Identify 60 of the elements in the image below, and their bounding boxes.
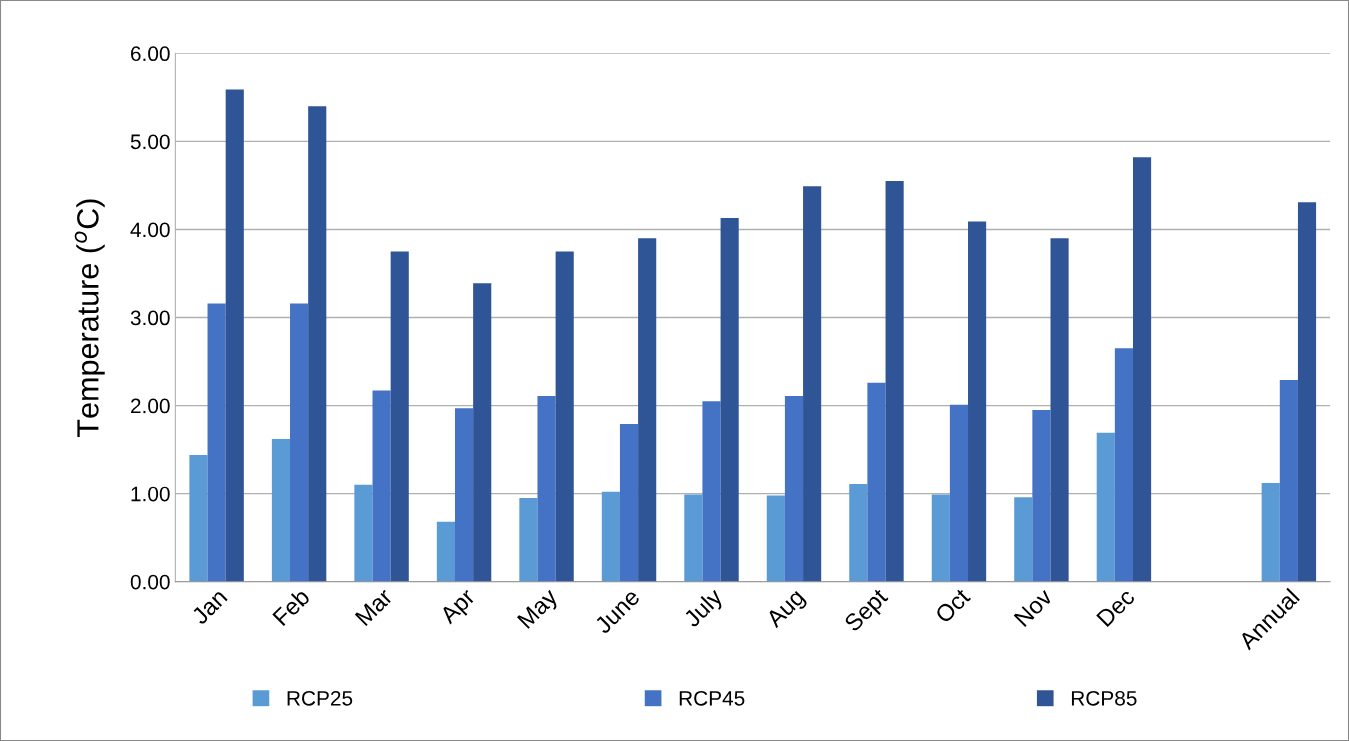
bar (271, 439, 291, 582)
bar (454, 408, 474, 582)
legend-label: RCP25 (287, 690, 353, 706)
y-tick-label: 1.00 (131, 486, 170, 502)
bar (1114, 348, 1133, 582)
bar (354, 484, 373, 582)
y-tick-label: 3.00 (130, 310, 170, 326)
bar (684, 494, 703, 582)
bar (189, 454, 208, 582)
x-tick-label: July (682, 586, 728, 632)
bar (885, 181, 904, 582)
x-tick-label: Apr (438, 587, 480, 629)
x-tick-label: Jan (190, 588, 228, 626)
y-tick-label: 6.00 (131, 46, 170, 62)
bar (968, 221, 987, 582)
bar (1096, 432, 1115, 582)
x-tick-label: Dec (1096, 587, 1136, 628)
bar (290, 303, 309, 582)
bar (537, 395, 556, 582)
bar (849, 483, 868, 582)
bar (308, 106, 327, 582)
bar (1261, 483, 1280, 582)
bar (473, 283, 492, 582)
y-tick-label: 4.00 (130, 222, 170, 238)
bar (638, 238, 657, 582)
bar (519, 498, 538, 582)
bar (601, 491, 620, 582)
legend-label: RCP45 (679, 690, 745, 706)
x-tick-label: Nov (1013, 587, 1054, 628)
bar (555, 251, 574, 582)
bar (949, 404, 969, 582)
bar (207, 303, 226, 582)
bar (436, 521, 455, 582)
y-tick-label: 5.00 (130, 134, 170, 150)
bar (867, 382, 886, 582)
bar (702, 401, 721, 582)
legend-label: RCP85 (1071, 690, 1137, 706)
bar (390, 251, 409, 582)
bar (1132, 157, 1152, 582)
bar (720, 218, 739, 582)
bar (1279, 380, 1298, 582)
bar (1014, 497, 1033, 582)
bar (784, 395, 804, 582)
y-tick-label: 0.00 (130, 574, 170, 590)
x-tick-label: Feb (271, 587, 311, 627)
x-tick-label: Mar (354, 587, 394, 627)
y-axis-title: Temperature ($^{o}$C) (74, 199, 105, 437)
x-tick-label: May (516, 587, 563, 633)
x-tick-label: Aug (764, 588, 809, 632)
bar (931, 494, 950, 582)
bar (1032, 409, 1051, 582)
x-tick-label: Oct (934, 587, 972, 624)
bar (372, 390, 391, 582)
bar (1050, 238, 1069, 582)
bar (1297, 202, 1317, 582)
bar (619, 424, 639, 582)
bar (225, 89, 244, 582)
y-tick-label: 2.00 (131, 398, 170, 414)
bar (803, 186, 822, 582)
bar (766, 495, 785, 582)
